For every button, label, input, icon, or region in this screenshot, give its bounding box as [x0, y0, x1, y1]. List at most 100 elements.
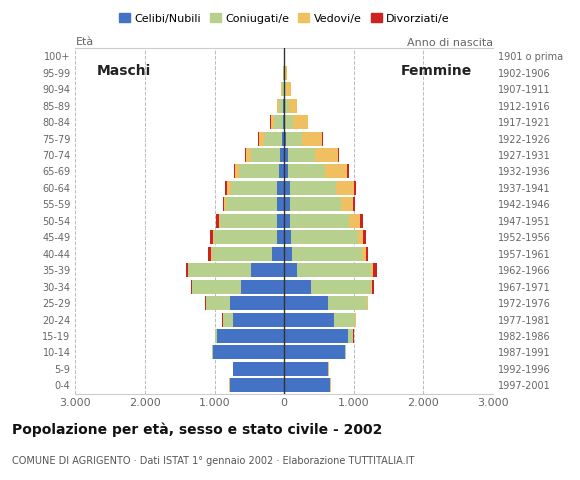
Bar — [336, 181, 354, 195]
Text: Anno di nascita: Anno di nascita — [407, 38, 493, 48]
Bar — [293, 115, 308, 129]
Bar — [213, 346, 284, 360]
Bar — [358, 230, 363, 244]
Bar — [231, 181, 277, 195]
Bar — [278, 165, 284, 179]
Bar — [223, 312, 233, 326]
Bar — [212, 247, 271, 261]
Bar — [277, 230, 284, 244]
Bar — [239, 165, 278, 179]
Bar — [325, 165, 347, 179]
Bar — [246, 148, 251, 162]
Bar — [230, 296, 284, 310]
Bar — [302, 132, 322, 145]
Bar — [284, 378, 330, 392]
Bar — [212, 346, 213, 360]
Bar — [284, 247, 292, 261]
Bar — [226, 197, 277, 211]
Bar — [284, 115, 285, 129]
Bar — [233, 362, 284, 376]
Bar — [193, 280, 241, 294]
Bar — [271, 115, 274, 129]
Bar — [277, 181, 284, 195]
Bar — [360, 214, 363, 228]
Text: Maschi: Maschi — [96, 64, 151, 78]
Text: Età: Età — [75, 37, 93, 47]
Bar — [227, 181, 231, 195]
Bar — [216, 214, 219, 228]
Bar — [284, 263, 298, 277]
Bar — [282, 132, 284, 145]
Bar — [284, 296, 328, 310]
Bar — [284, 280, 311, 294]
Bar — [291, 230, 358, 244]
Bar — [322, 132, 323, 145]
Bar — [286, 132, 302, 145]
Bar — [284, 181, 289, 195]
Bar — [206, 296, 230, 310]
Bar — [366, 247, 368, 261]
Bar — [372, 280, 374, 294]
Bar — [289, 214, 350, 228]
Bar — [259, 132, 264, 145]
Bar — [274, 115, 283, 129]
Bar — [284, 329, 348, 343]
Bar — [345, 346, 346, 360]
Bar — [264, 132, 282, 145]
Bar — [362, 247, 366, 261]
Bar — [286, 82, 291, 96]
Bar — [285, 66, 287, 80]
Bar — [224, 197, 226, 211]
Bar — [188, 263, 251, 277]
Bar — [230, 378, 284, 392]
Bar — [233, 312, 284, 326]
Bar — [225, 181, 227, 195]
Bar — [340, 197, 353, 211]
Bar — [220, 214, 277, 228]
Bar — [290, 197, 340, 211]
Bar — [285, 115, 293, 129]
Legend: Celibi/Nubili, Coniugati/e, Vedovi/e, Divorziati/e: Celibi/Nubili, Coniugati/e, Vedovi/e, Di… — [114, 9, 454, 28]
Bar — [284, 148, 288, 162]
Bar — [213, 230, 214, 244]
Bar — [234, 165, 235, 179]
Bar — [191, 280, 192, 294]
Bar — [271, 247, 284, 261]
Bar — [279, 98, 284, 113]
Bar — [214, 230, 277, 244]
Bar — [292, 247, 362, 261]
Bar — [353, 197, 355, 211]
Bar — [284, 197, 290, 211]
Bar — [223, 197, 224, 211]
Bar — [354, 181, 356, 195]
Bar — [285, 82, 286, 96]
Bar — [284, 214, 289, 228]
Text: Femmine: Femmine — [401, 64, 472, 78]
Bar — [251, 263, 284, 277]
Bar — [280, 148, 284, 162]
Bar — [288, 148, 315, 162]
Bar — [347, 165, 349, 179]
Bar — [284, 165, 288, 179]
Bar — [371, 280, 372, 294]
Bar — [284, 362, 328, 376]
Bar — [284, 312, 334, 326]
Bar — [215, 329, 218, 343]
Bar — [374, 263, 377, 277]
Bar — [328, 296, 367, 310]
Bar — [219, 214, 220, 228]
Bar — [348, 329, 353, 343]
Bar — [186, 263, 188, 277]
Bar — [218, 329, 284, 343]
Bar — [288, 165, 325, 179]
Bar — [315, 148, 338, 162]
Bar — [281, 82, 282, 96]
Bar — [289, 98, 296, 113]
Bar — [211, 230, 213, 244]
Bar — [284, 230, 291, 244]
Bar — [277, 214, 284, 228]
Bar — [205, 296, 206, 310]
Bar — [298, 263, 371, 277]
Text: Popolazione per età, sesso e stato civile - 2002: Popolazione per età, sesso e stato civil… — [12, 422, 382, 437]
Bar — [367, 296, 368, 310]
